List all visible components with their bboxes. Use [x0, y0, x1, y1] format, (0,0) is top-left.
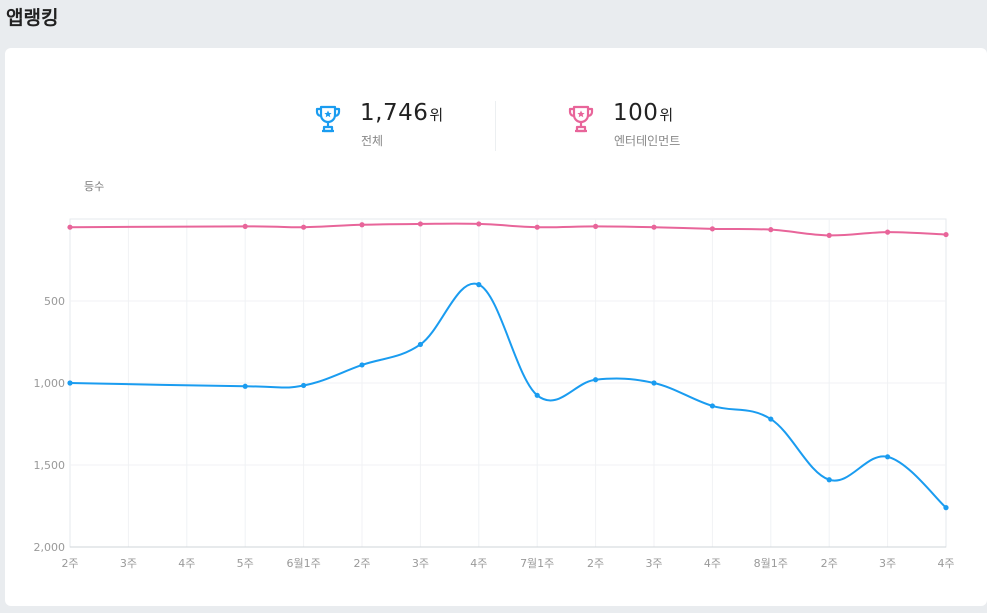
x-tick-label: 3주	[879, 557, 896, 570]
data-point	[301, 382, 307, 389]
data-point	[417, 221, 423, 227]
x-tick-label: 5주	[237, 557, 254, 570]
x-tick-label: 3주	[412, 557, 429, 570]
x-tick-label: 3주	[120, 557, 137, 570]
data-point	[768, 227, 774, 233]
x-tick-label: 3주	[645, 557, 662, 570]
x-tick-label: 2주	[821, 557, 838, 570]
x-tick-label: 4주	[470, 557, 487, 570]
data-point	[593, 377, 599, 383]
y-tick-label: 1,000	[34, 377, 66, 390]
series-line-1	[69, 222, 947, 237]
overall-rank-label: 전체	[361, 134, 384, 148]
data-point	[301, 224, 307, 230]
y-axis-title: 등수	[84, 180, 105, 193]
data-point	[67, 224, 73, 230]
data-point	[359, 222, 365, 228]
data-point	[593, 223, 599, 229]
overall-rank-value: 1,746	[360, 100, 429, 126]
category-rank-label: 엔터테인먼트	[614, 134, 681, 148]
data-point	[359, 362, 365, 368]
data-point	[476, 282, 482, 288]
x-tick-label: 2주	[61, 557, 78, 570]
series-line-0	[69, 282, 947, 509]
x-tick-label: 8월1주	[754, 557, 788, 570]
data-point	[709, 226, 716, 232]
page-title: 앱랭킹	[6, 7, 59, 29]
data-point	[651, 224, 657, 230]
category-rank-value: 100	[613, 100, 659, 126]
data-point	[768, 416, 774, 422]
data-point	[242, 383, 248, 389]
y-tick-label: 500	[44, 295, 65, 308]
summary-divider	[495, 101, 496, 151]
data-point	[242, 223, 248, 229]
category-rank-unit: 위	[659, 106, 674, 124]
data-point	[943, 505, 949, 511]
x-tick-label: 4주	[704, 557, 721, 570]
data-point	[534, 392, 540, 398]
data-point	[709, 403, 716, 409]
x-tick-label: 4주	[178, 557, 195, 570]
data-point	[885, 454, 891, 460]
data-point	[534, 224, 540, 230]
data-point	[826, 477, 832, 483]
data-point	[67, 380, 73, 386]
y-tick-label: 2,000	[34, 541, 66, 554]
rank-card: 1,746위 전체 100위 엔터테인먼트 등수 500 1,000 1,500 2,…	[5, 48, 987, 606]
data-point	[417, 341, 423, 348]
rank-chart: 500 1,000 1,500 2,000 2주 3주 4주 5주 6월1주 2주 3주 4주 7월1주…	[34, 218, 955, 570]
x-tick-label: 7월1주	[520, 557, 554, 570]
data-point	[943, 231, 949, 238]
x-tick-label: 2주	[587, 557, 604, 570]
trophy-icon	[568, 105, 594, 133]
x-tick-label: 2주	[353, 557, 370, 570]
x-tick-label: 6월1주	[286, 557, 320, 570]
y-tick-label: 1,500	[34, 459, 66, 472]
x-tick-label: 4주	[937, 557, 954, 570]
data-point	[651, 380, 657, 386]
data-point	[476, 221, 482, 227]
data-point	[826, 232, 832, 238]
overall-rank-unit: 위	[429, 106, 444, 124]
trophy-icon	[315, 105, 341, 133]
data-point	[885, 229, 891, 235]
